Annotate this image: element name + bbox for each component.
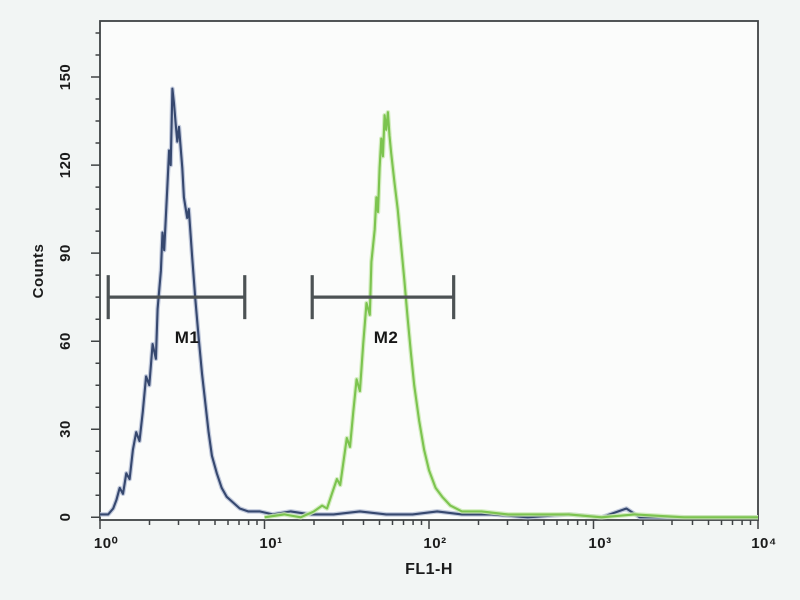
gate-marker-m2 <box>310 275 456 320</box>
x-tick-label-1e0: 10⁰ <box>93 535 119 552</box>
x-axis-title: FL1-H <box>405 561 453 578</box>
plot-area-background <box>100 21 758 520</box>
plot-frame <box>99 20 759 521</box>
gate-label-m1: M1 <box>174 328 200 347</box>
y-tick-label-0: 0 <box>57 512 74 522</box>
y-tick-label-60: 60 <box>57 332 74 350</box>
gate-label-m2: M2 <box>373 328 399 347</box>
y-tick-label-150: 150 <box>57 63 74 91</box>
x-tick-label-1e2: 10² <box>423 535 447 552</box>
x-tick-label-1e3: 10³ <box>588 535 612 552</box>
y-tick-label-90: 90 <box>57 244 74 262</box>
gate-marker-m1 <box>106 275 247 320</box>
axis-ticks <box>91 32 759 529</box>
x-tick-label-1e1: 10¹ <box>259 535 283 552</box>
x-tick-label-1e4: 10⁴ <box>751 535 777 552</box>
histogram-curve-green-population-M2-gate <box>264 111 758 519</box>
y-axis-title: Counts <box>30 243 47 299</box>
y-tick-label-30: 30 <box>57 420 74 438</box>
histogram-curve-blue-population-M1-gate <box>100 87 758 519</box>
y-tick-label-120: 120 <box>57 151 74 179</box>
